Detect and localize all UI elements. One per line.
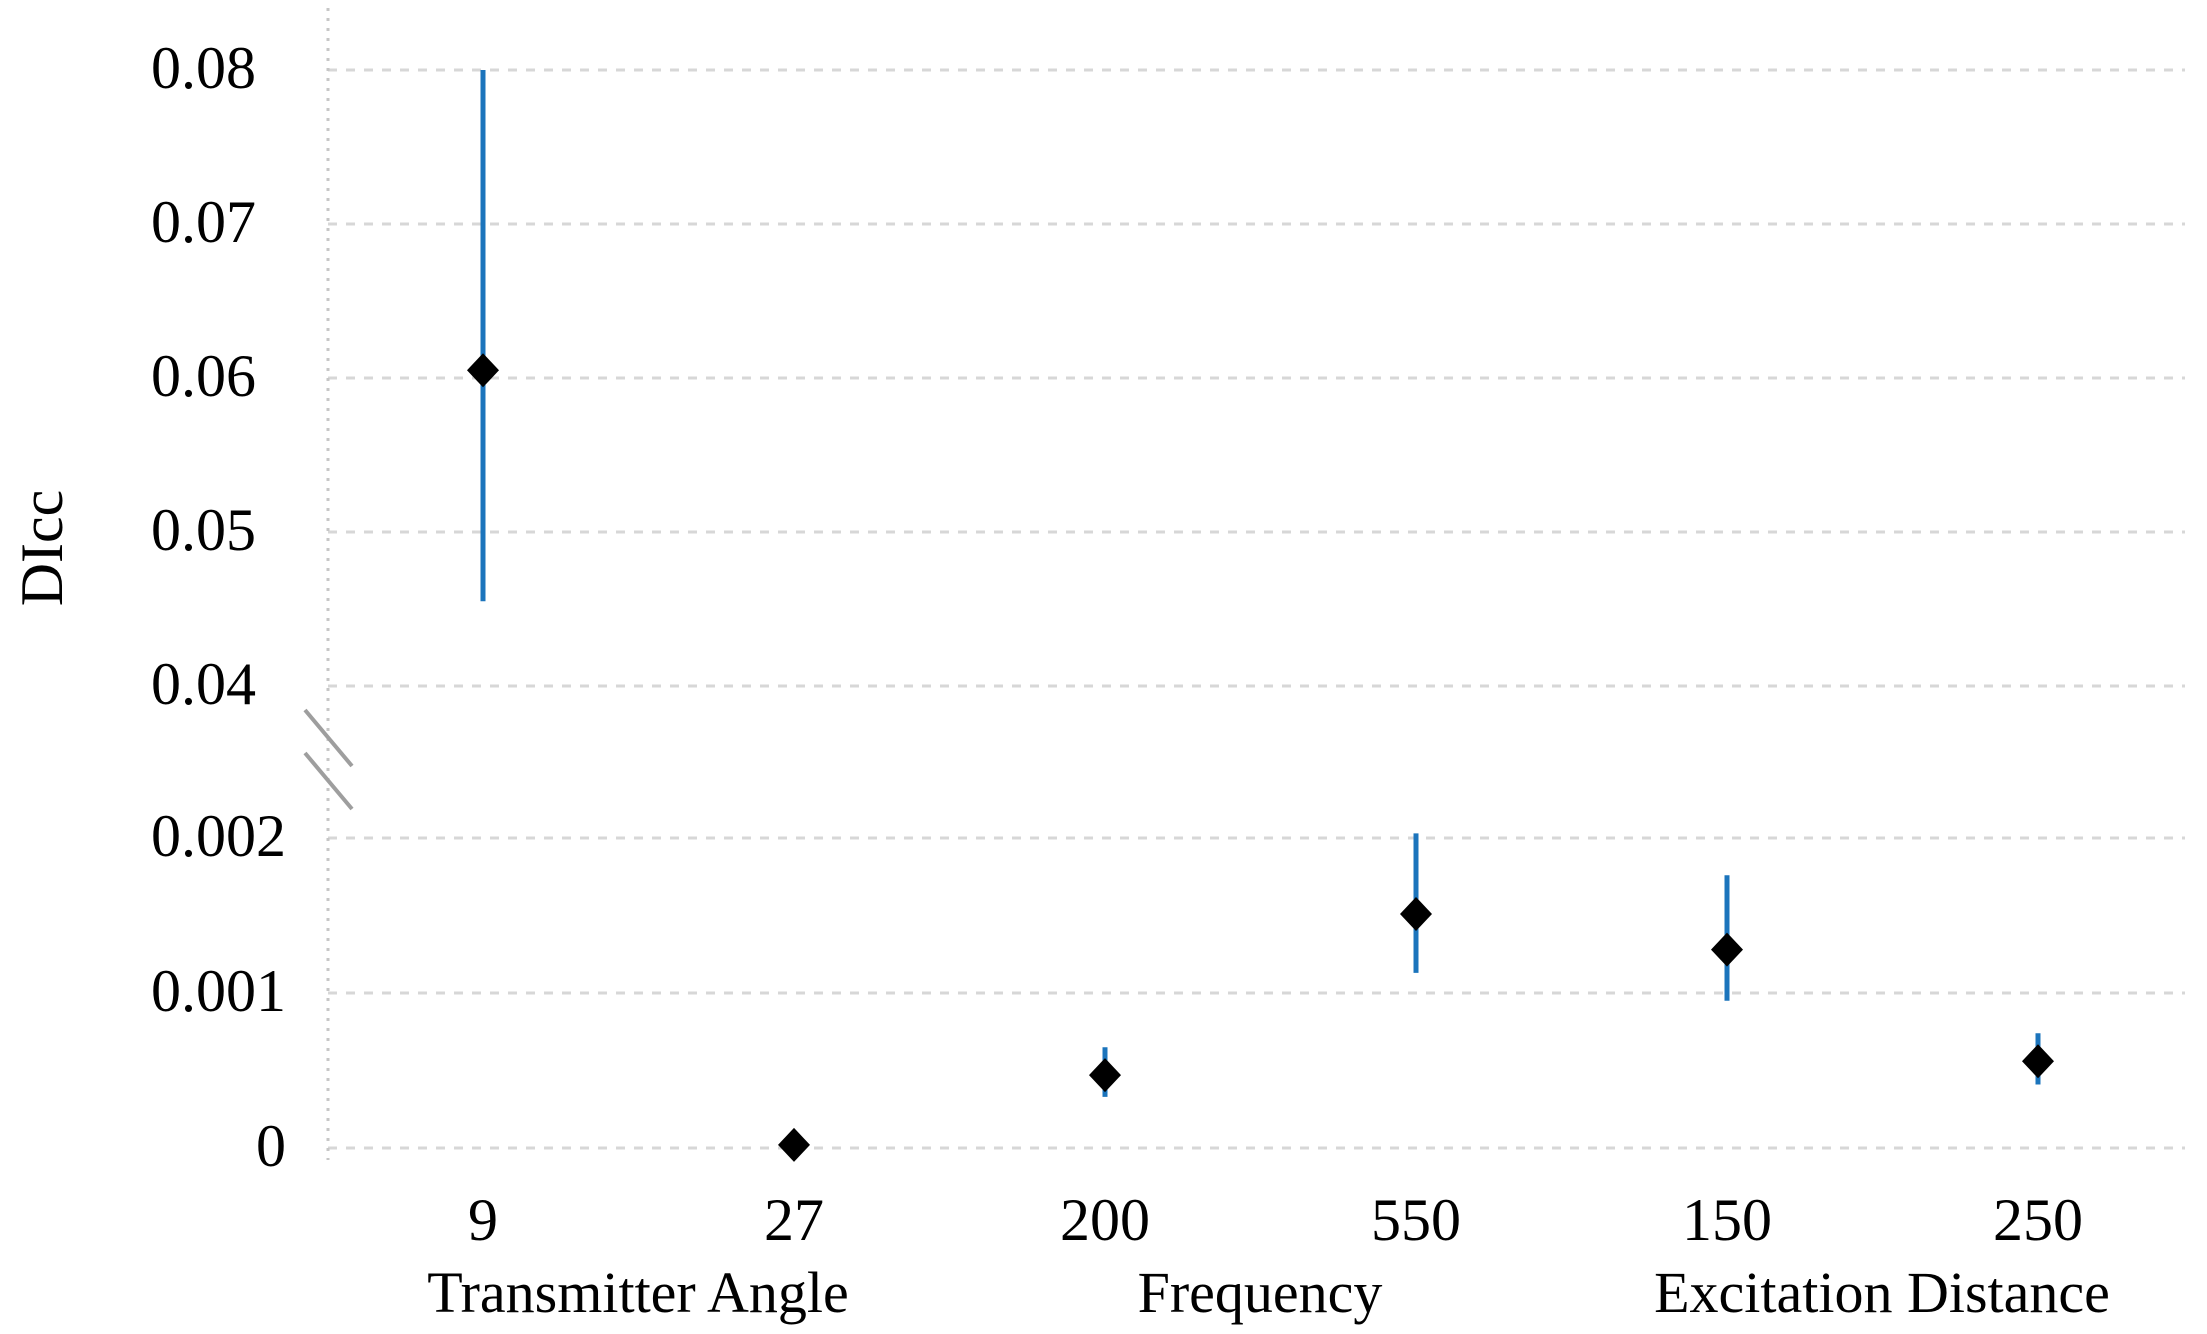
axis-break-mark: [303, 751, 354, 811]
data-point-200: [1089, 1058, 1121, 1093]
data-point-9: [467, 353, 499, 388]
x-group-label: Excitation Distance: [1654, 1260, 2110, 1325]
x-group-label: Frequency: [1138, 1260, 1383, 1325]
y-tick-label: 0.07: [151, 189, 256, 255]
y-axis-title: DIcc: [9, 490, 75, 607]
x-tick-label: 27: [764, 1187, 824, 1253]
data-point-550: [1400, 896, 1432, 931]
x-tick-label: 9: [468, 1187, 498, 1253]
y-tick-label: 0.08: [151, 35, 256, 101]
data-point-150: [1711, 932, 1743, 967]
y-tick-label: 0.04: [151, 651, 256, 717]
x-tick-label: 200: [1060, 1187, 1150, 1253]
axis-break-mark: [303, 708, 354, 768]
x-group-label: Transmitter Angle: [427, 1260, 849, 1325]
data-point-250: [2022, 1044, 2054, 1079]
x-tick-label: 150: [1682, 1187, 1772, 1253]
y-tick-label: 0.06: [151, 343, 256, 409]
y-tick-label: 0: [256, 1113, 286, 1179]
x-tick-label: 550: [1371, 1187, 1461, 1253]
y-tick-label: 0.001: [151, 958, 286, 1024]
x-tick-label: 250: [1993, 1187, 2083, 1253]
y-tick-label: 0.002: [151, 803, 286, 869]
y-tick-label: 0.05: [151, 497, 256, 563]
data-point-27: [778, 1127, 810, 1162]
